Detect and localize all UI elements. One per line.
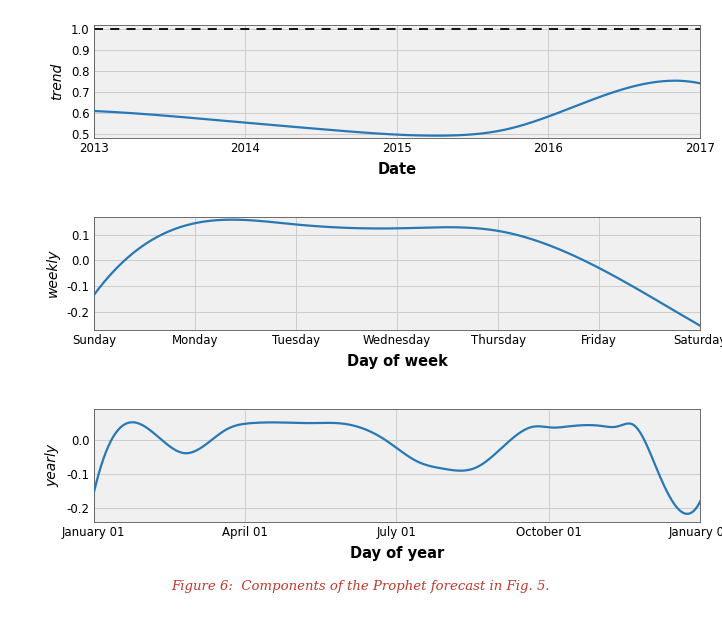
X-axis label: Date: Date xyxy=(378,162,417,177)
X-axis label: Day of year: Day of year xyxy=(350,546,444,561)
Y-axis label: trend: trend xyxy=(50,63,64,100)
X-axis label: Day of week: Day of week xyxy=(347,354,448,369)
Y-axis label: weekly: weekly xyxy=(45,249,60,297)
Text: Figure 6:  Components of the Prophet forecast in Fig. 5.: Figure 6: Components of the Prophet fore… xyxy=(172,581,550,593)
Y-axis label: yearly: yearly xyxy=(45,443,60,487)
